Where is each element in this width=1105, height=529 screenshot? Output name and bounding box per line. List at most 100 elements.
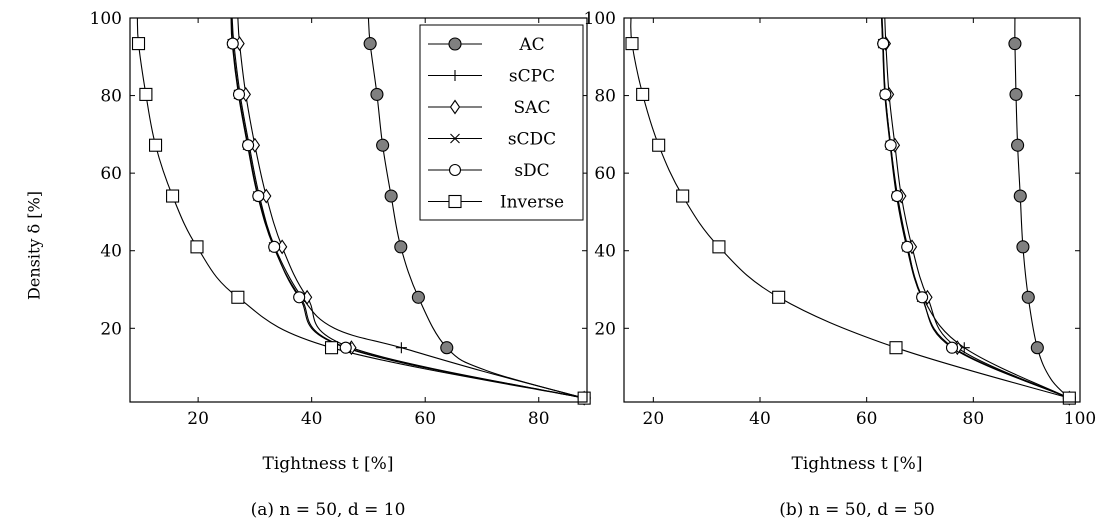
legend-label-scpc: sCPC [509,67,555,87]
series-line-inverse-a [136,18,585,399]
y-tick-label-a: 20 [100,319,122,339]
plot-frame-b [623,17,1081,403]
caption-a: (a) n = 50, d = 10 [250,500,406,520]
data-point-scpc-a [395,342,407,354]
data-point-ac-a [363,37,377,51]
data-point-inverse-a [166,189,180,203]
data-point-ac-b [1021,290,1035,304]
series-markers-sac-b [880,36,1075,406]
data-point-sdc-b [901,240,914,253]
plot-frame-a [129,17,588,403]
legend-label-sdc: sDC [514,161,549,181]
legend-marker-sdc [448,163,462,177]
data-point-ac-a [370,87,384,101]
series-markers-scdc-b [877,38,1075,404]
data-point-inverse-a [231,290,245,304]
data-point-ac-b [1009,87,1023,101]
data-point-ac-b [1008,37,1022,51]
x-tick-label-a: 60 [414,409,436,429]
data-point-sdc-a [339,341,352,354]
data-point-sdc-b [884,139,897,152]
legend-label-ac: AC [518,35,544,55]
caption-b: (b) n = 50, d = 50 [779,500,935,520]
data-point-inverse-a [324,341,339,355]
data-point-inverse-b [625,37,639,51]
series-markers-inverse-b [625,37,1076,405]
data-point-sdc-a [232,88,246,101]
legend-box [419,24,584,221]
legend-label-inverse: Inverse [500,193,564,213]
data-point-sdc-b [877,37,890,50]
data-point-inverse-a [131,37,146,51]
data-point-inverse-b [1062,391,1076,405]
series-line-inverse-b [630,18,1070,399]
x-tick-label-b: 20 [643,409,665,429]
series-line-scdc-b [881,18,1070,399]
data-point-ac-b [1016,240,1030,254]
x-tick-label-a: 80 [528,409,550,429]
data-point-sdc-a [268,240,281,253]
plot-panel-a: 20 40 60 80 20 40 60 80 100 AC sCPC SAC sCDC sDC Inver… [90,9,591,429]
data-point-inverse-b [712,240,726,254]
data-point-sdc-b [916,291,929,304]
y-tick-label-a: 100 [90,9,122,29]
y-axis-label: Density δ [%] [24,191,44,300]
data-point-ac-a [440,341,454,355]
series-line-ac-a [367,18,585,399]
x-tick-label-a: 40 [301,409,323,429]
series-markers-ac-b [1008,37,1076,405]
series-lines-a [136,18,585,399]
y-tick-label-b: 80 [594,87,616,107]
data-point-ac-b [1013,189,1027,203]
data-point-ac-b [1030,341,1044,355]
legend-label-sac: SAC [514,98,551,118]
data-point-inverse-a [190,240,204,254]
x-tick-label-b: 80 [963,409,985,429]
x-tick-label-b: 60 [856,409,878,429]
legend-marker-inverse [448,194,462,209]
plot-panel-b: 20 40 60 80 100 20 40 60 80 100 [584,9,1097,429]
series-line-sac-a [237,18,585,399]
x-axis-label-a: Tightness t [%] [262,454,394,474]
legend-label-scdc: sCDC [508,130,556,150]
data-point-inverse-a [148,138,163,152]
y-tick-label-b: 60 [594,164,616,184]
series-markers-scpc-b [877,38,1075,404]
legend-marker-scpc [449,70,461,81]
legend-marker-sac [449,99,461,115]
x-axis-label-b: Tightness t [%] [791,454,923,474]
series-line-scpc-a [231,18,585,399]
y-tick-label-a: 40 [100,242,122,262]
x-tick-label-b: 100 [1064,409,1096,429]
data-point-sdc-b [945,341,959,354]
legend-marker-ac [448,37,462,51]
legend-marker-scdc [450,133,460,144]
data-point-ac-a [394,240,408,254]
y-tick-label-a: 60 [100,164,122,184]
data-point-sdc-b [891,189,904,203]
data-point-inverse-b [652,138,666,152]
data-point-ac-a [384,189,398,203]
data-point-ac-a [376,138,390,152]
series-line-sac-b [884,18,1070,399]
data-point-sdc-a [293,291,306,304]
series-lines-b [630,18,1070,399]
series-markers-sdc-b [877,37,1076,405]
series-line-sdc-b [881,18,1070,399]
series-line-scpc-b [881,18,1070,399]
y-tick-label-b: 100 [584,9,616,29]
data-point-inverse-b [772,290,786,304]
data-point-ac-a [411,290,425,304]
x-tick-label-b: 40 [749,409,771,429]
y-tick-label-b: 40 [594,242,616,262]
data-point-inverse-b [676,189,690,203]
data-point-ac-b [1011,138,1025,152]
data-point-inverse-b [636,87,650,101]
data-point-sdc-a [242,139,255,152]
series-line-ac-b [1014,18,1070,399]
data-point-sdc-a [226,37,239,50]
data-point-sdc-b [879,88,892,101]
data-point-inverse-a [139,87,153,101]
